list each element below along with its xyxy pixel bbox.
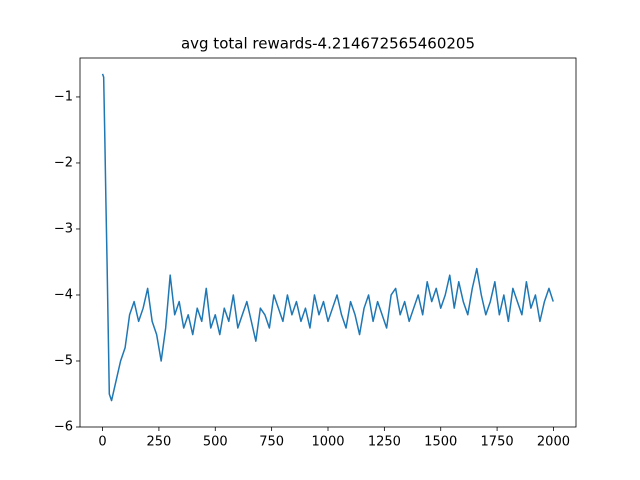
plot-frame: [79, 57, 577, 428]
y-tick-label: −3: [54, 221, 73, 236]
y-tick-label: −1: [54, 89, 73, 104]
x-tick-label: 500: [203, 435, 228, 450]
x-tick-label: 1250: [368, 435, 401, 450]
x-tick-label: 750: [259, 435, 284, 450]
x-tick-label: 1750: [481, 435, 514, 450]
line: [101, 73, 554, 402]
x-tick-label: 1000: [311, 435, 344, 450]
x-tick-label: 0: [98, 435, 106, 450]
y-tick-label: −5: [54, 353, 73, 368]
x-tick-label: 2000: [537, 435, 570, 450]
x-tick-label: 250: [146, 435, 171, 450]
chart-title: avg total rewards-4.214672565460205: [181, 35, 475, 53]
y-tick-label: −4: [54, 287, 73, 302]
y-tick-label: −2: [54, 155, 73, 170]
y-tick-label: −6: [54, 420, 73, 435]
x-tick-label: 1500: [424, 435, 457, 450]
